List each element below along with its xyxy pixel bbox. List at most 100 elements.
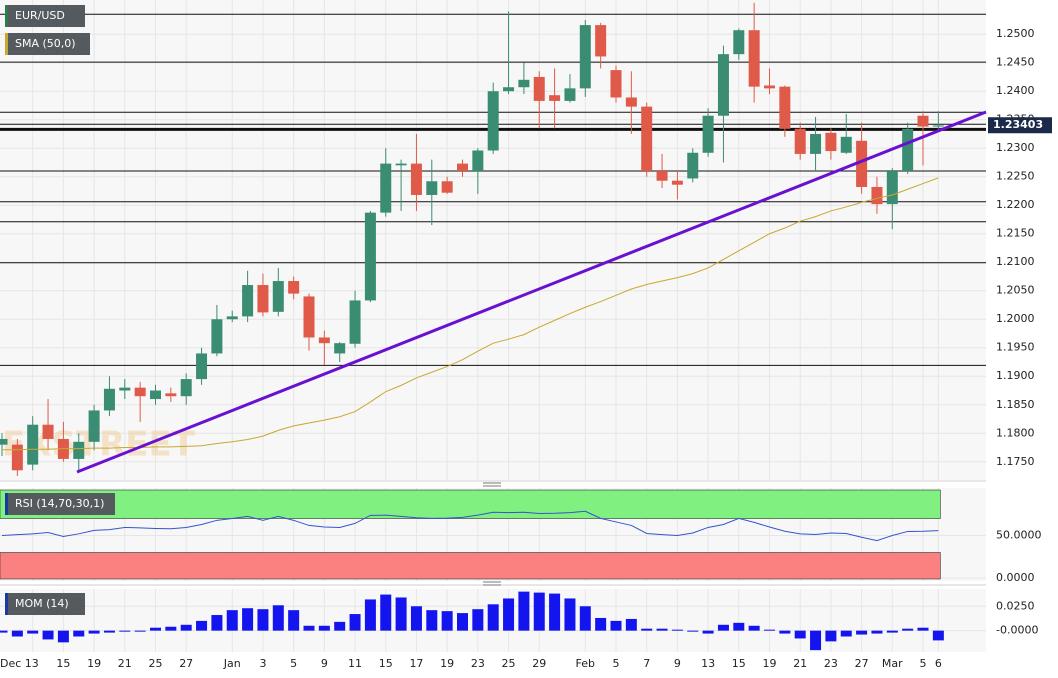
legend-box [5,5,85,27]
y-tick-label: 50.0000 [996,529,1042,542]
mom-bar [73,630,85,637]
candle-body [334,343,346,354]
x-tick-label: 3 [259,657,266,670]
mom-bar [794,630,806,639]
candle-body [472,150,484,172]
x-tick-label: 19 [440,657,454,670]
candle-body [702,115,714,153]
y-tick-label: 1.2100 [996,255,1035,268]
candle-body [656,171,668,181]
mom-bar [0,630,8,633]
x-tick-label: 15 [379,657,393,670]
legend-swatch [5,33,8,55]
mom-bar [457,613,468,631]
last-price-box [988,117,1052,134]
labels: Dec 13 15 19 21 25 27 Jan 3 5 9 11 15 17 19 23 25 29 Feb 5… [0,5,1052,670]
candle-body [288,281,300,294]
candle-body [503,87,515,92]
candle-body [134,387,146,397]
x-tick-label: 15 [732,657,746,670]
mom-bar [349,614,361,631]
mom-bar [211,615,223,631]
mom-bar [886,630,898,633]
candle-body [886,171,898,205]
mom-bar [303,625,315,631]
candle-body [549,95,561,101]
mom-bar [395,597,407,631]
mom-bar [11,630,23,637]
legend-label: MOM (14) [15,597,69,610]
y-tick-label: 1.2400 [996,84,1035,97]
x-tick-label: 19 [87,657,101,670]
y-tick-label: 1.2200 [996,198,1035,211]
x-tick-label: 27 [179,657,193,670]
mom-bar [917,627,929,631]
candle-body [303,296,315,338]
candle-body [380,163,392,213]
x-tick-label: 21 [793,657,807,670]
candle-body [717,54,729,116]
mom-bar [717,624,729,631]
grip[interactable] [483,482,501,586]
candle-body [764,85,775,89]
y-tick-label: 1.2250 [996,170,1035,183]
legend-box [5,493,115,515]
mom-bar [257,609,269,631]
candle-body [42,424,54,439]
mom-bar [272,605,284,631]
legend-label: EUR/USD [15,9,65,22]
legend-box [5,593,85,615]
mom-bar [687,630,699,632]
mom-bar [472,609,484,631]
y-tick-label: 1.2450 [996,56,1035,69]
candle-body [595,25,607,57]
y-tick-label: 1.2000 [996,312,1035,325]
mom-bar [134,630,146,632]
candle-body [441,181,453,193]
y-tick-label: 1.1800 [996,426,1035,439]
y-tick-label: 1.2050 [996,284,1035,297]
x-tick-label: 23 [824,657,838,670]
mom-bar [932,630,944,641]
mom-bar [242,608,254,631]
candle-body [840,136,852,153]
mom-bar [533,592,545,631]
candle-body [426,181,438,195]
mom-bar [810,630,822,651]
x-tick-label: 5 [920,657,927,670]
mom-bar [641,628,653,631]
x-tick-label: Jan [223,657,241,670]
candle-body [733,30,745,55]
legend-label: SMA (50,0) [15,37,76,50]
mom-bar [840,630,852,637]
marks: FXSTREET [0,2,986,651]
rsi-line [1,510,939,542]
candle-body [579,25,591,89]
mom-bar [150,627,161,631]
candle-body [0,438,8,445]
mom-bar [42,630,54,640]
x-tick-label: 17 [409,657,423,670]
x-tick-label: 29 [532,657,546,670]
x-tick-label: 5 [290,657,297,670]
mom-bar [656,628,668,631]
mom-bar [595,617,607,631]
candle-body [11,444,23,471]
candle-body [457,163,468,172]
candle-body [73,441,85,459]
mom-bar [825,630,837,642]
y-tick-label: 1.2300 [996,141,1035,154]
candle-body [932,125,944,127]
x-tick-label: 9 [674,657,681,670]
candle-body [625,97,637,107]
x-tick-label: 13 [701,657,715,670]
mom-bar [103,630,115,633]
mom-bar [702,630,714,634]
y-tick-label: 1.1950 [996,341,1035,354]
candle-body [349,300,361,344]
candle-body [119,387,131,391]
sma-line [2,177,939,451]
candle-body [564,88,576,101]
y-tick-label: 1.1850 [996,398,1035,411]
mom-bar [733,622,745,631]
